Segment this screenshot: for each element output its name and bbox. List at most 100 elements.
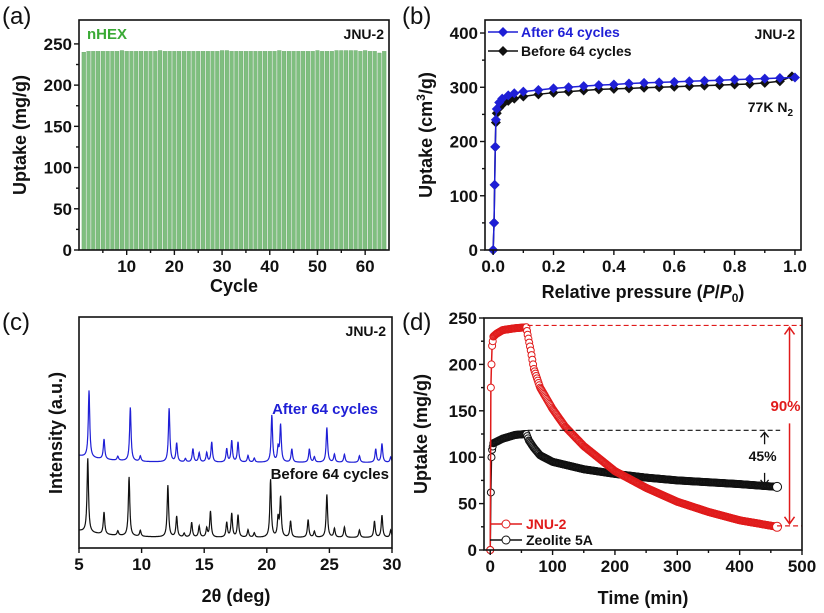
panel-b: 0.0 0.2 0.4 0.6 0.8 1.0 0 100 200 300 400 After 64 … [450,19,807,276]
ylabel-d: Uptake (mg/g) [411,374,431,494]
bar-cycle-33 [234,51,239,251]
data-point [639,77,650,88]
panel-label-b: (b) [402,3,431,30]
x-tick-label-d-300: 300 [663,557,691,576]
bar-cycle-32 [229,51,234,251]
bar-cycle-34 [239,51,244,251]
bar-cycle-41 [272,51,277,251]
y-tick-label-d-100: 100 [449,448,477,467]
bar-cycle-10 [124,51,129,251]
bar-cycle-36 [248,51,253,251]
x-tick-label-c-5: 5 [74,555,83,574]
legend-label: JNU-2 [526,516,567,532]
bar-cycle-39 [262,51,268,251]
bar-cycle-44 [286,51,291,251]
bar-cycle-54 [334,50,339,251]
bar-cycle-4 [96,51,101,251]
bar-cycle-19 [167,51,172,251]
annotation-jnu2: JNU-2 [344,26,385,42]
plot-frame-a [78,19,390,251]
data-point [669,76,680,87]
bar-cycle-17 [158,50,163,251]
data-point [578,81,589,92]
xlabel-b: Relative pressure (P/P0) [542,282,745,305]
data-point [699,75,710,86]
data-point [729,74,740,85]
legend-marker [501,519,511,529]
bar-cycle-57 [348,50,353,251]
x-tick-label-c-20: 20 [257,555,276,574]
annotation-90-percent: 90% [771,398,801,415]
bar-cycle-25 [196,51,201,251]
data-point-zeolite-5a [487,453,496,462]
x-tick-label-b-1.0: 1.0 [783,257,807,276]
bar-cycle-59 [358,51,363,251]
x-tick-label-a-50: 50 [308,257,327,276]
legend-label: After 64 cycles [521,24,620,40]
data-point [509,88,520,99]
bar-cycle-58 [353,50,358,251]
bar-cycle-30 [220,50,225,251]
data-point [490,114,501,125]
data-point [789,72,800,83]
data-point [563,82,574,93]
x-tick-label-d-400: 400 [725,557,753,576]
bar-cycle-48 [305,51,310,251]
y-tick-label-a-200: 200 [44,76,72,95]
data-point [489,179,500,190]
x-tick-label-b-0.8: 0.8 [723,257,747,276]
pattern-before-64-cycles [79,458,393,538]
data-point [684,76,695,87]
annotation-jnu2: JNU-2 [346,323,387,339]
data-point [744,74,755,85]
y-tick-label-b-200: 200 [450,133,478,152]
x-tick-label-c-25: 25 [320,555,339,574]
bar-cycle-47 [301,51,306,251]
bar-cycle-21 [177,51,182,251]
y-tick-label-b-300: 300 [450,78,478,97]
data-point [490,141,501,152]
x-tick-label-b-0.6: 0.6 [662,257,686,276]
ylabel-a: Uptake (mg/g) [10,75,30,195]
panel-label-c: (c) [2,309,30,336]
bar-cycle-9 [119,50,124,251]
bar-cycle-53 [329,51,334,251]
bar-cycle-38 [258,51,263,251]
bar-cycle-22 [181,51,186,251]
bar-cycle-23 [186,51,191,251]
x-tick-label-d-100: 100 [538,557,566,576]
data-point [714,75,725,86]
data-point [533,84,544,95]
data-point [774,73,785,84]
bar-cycle-2 [86,51,91,251]
x-tick-label-c-15: 15 [195,555,214,574]
panel-a: 10 20 30 40 50 60 0 50 100 150 200 250 nHEX JNU-2 [44,19,390,276]
data-point-jnu-2 [486,383,495,392]
data-point [593,80,604,91]
bar-cycle-49 [310,51,315,251]
x-tick-label-c-10: 10 [132,555,151,574]
ylabel-b: Uptake (cm3/g) [414,72,436,198]
y-tick-label-a-50: 50 [53,200,72,219]
arrow-head-icon [783,326,796,526]
bar-cycle-15 [148,51,153,251]
y-tick-label-d-150: 150 [449,402,477,421]
bar-cycle-31 [224,50,229,251]
y-tick-label-b-0: 0 [469,241,478,260]
bar-cycle-24 [191,51,196,251]
bar-cycle-29 [215,51,220,251]
data-point [623,78,634,89]
bar-cycle-42 [277,50,282,251]
annotation-nhex: nHEX [87,26,127,43]
y-tick-label-a-150: 150 [44,117,72,136]
y-tick-label-d-200: 200 [449,355,477,374]
bar-cycle-11 [129,51,134,251]
x-tick-label-d-500: 500 [788,557,816,576]
data-point [548,83,559,94]
y-tick-label-a-100: 100 [44,159,72,178]
panel-label-d: (d) [402,309,431,336]
y-tick-label-a-250: 250 [44,35,72,54]
data-point [489,217,500,228]
y-tick-label-d-50: 50 [458,495,477,514]
